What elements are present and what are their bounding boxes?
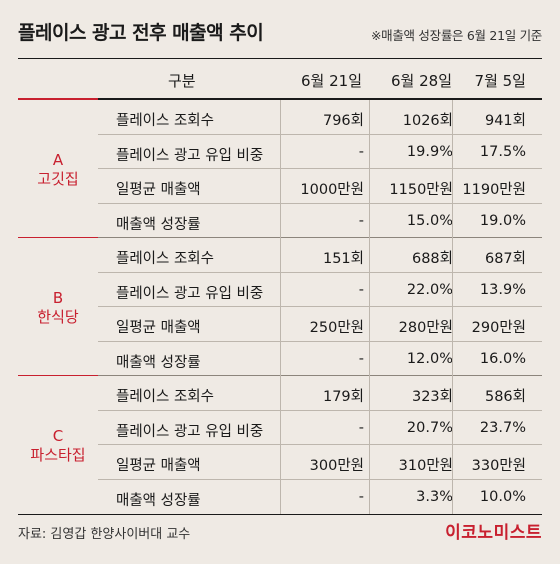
cell-value: - xyxy=(358,212,364,229)
cell-value: 3.3% xyxy=(416,488,453,505)
cell-value: 250만원 xyxy=(309,320,364,336)
table-row: 플레이스 조회수 179회 323회 586회 xyxy=(98,376,542,411)
header-date-1: 6월 21일 xyxy=(301,72,362,90)
group-name: 파스타집 xyxy=(30,446,86,464)
group-block-divider xyxy=(98,237,542,238)
table-row: 플레이스 광고 유입 비중 - 22.0% 13.9% xyxy=(98,273,542,307)
group-code: A xyxy=(52,151,64,169)
header-date-2: 6월 28일 xyxy=(391,72,452,90)
cell-value: 280만원 xyxy=(398,320,453,336)
table-row: 매출액 성장률 - 3.3% 10.0% xyxy=(98,480,542,515)
basis-note: ※매출액 성장률은 6월 21일 기준 xyxy=(370,28,542,43)
cell-value: 22.0% xyxy=(406,281,453,298)
column-separator xyxy=(452,100,453,514)
cell-value: - xyxy=(358,488,364,505)
cell-value: 1190만원 xyxy=(462,182,526,198)
group-block-divider xyxy=(98,375,542,376)
cell-value: 941회 xyxy=(484,113,526,129)
cell-value: 20.7% xyxy=(406,419,453,436)
header-divider xyxy=(98,98,542,100)
group-name: 고깃집 xyxy=(37,170,79,188)
bottom-divider xyxy=(18,514,542,515)
table-row: 플레이스 광고 유입 비중 - 19.9% 17.5% xyxy=(98,135,542,169)
table-row: 플레이스 광고 유입 비중 - 20.7% 23.7% xyxy=(98,411,542,445)
source-note: 자료: 김영갑 한양사이버대 교수 xyxy=(18,527,191,542)
metric-label: 플레이스 조회수 xyxy=(116,251,214,267)
metric-label: 일평균 매출액 xyxy=(116,320,201,336)
cell-value: 1150만원 xyxy=(389,182,453,198)
metric-label: 매출액 성장률 xyxy=(116,354,201,371)
group-header-divider xyxy=(18,98,98,100)
cell-value: - xyxy=(358,350,364,367)
group-b-label: B 한식당 xyxy=(18,289,98,327)
cell-value: - xyxy=(358,143,364,160)
cell-value: 19.9% xyxy=(406,143,453,160)
column-separator xyxy=(280,100,281,514)
table-row: 플레이스 조회수 796회 1026회 941회 xyxy=(98,100,542,135)
cell-value: 10.0% xyxy=(479,488,526,505)
cell-value: 179회 xyxy=(322,389,364,405)
cell-value: 688회 xyxy=(411,251,453,267)
cell-value: 310만원 xyxy=(398,458,453,474)
group-a-label: A 고깃집 xyxy=(18,151,98,189)
group-code: B xyxy=(52,289,64,307)
cell-value: 323회 xyxy=(411,389,453,405)
title-divider xyxy=(18,58,542,59)
cell-value: 17.5% xyxy=(479,143,526,160)
metric-label: 일평균 매출액 xyxy=(116,458,201,474)
metric-label: 플레이스 광고 유입 비중 xyxy=(116,423,264,440)
header-category: 구분 xyxy=(168,72,196,90)
metric-label: 일평균 매출액 xyxy=(116,182,201,198)
metric-label: 플레이스 조회수 xyxy=(116,113,214,129)
cell-value: - xyxy=(358,281,364,298)
group-c-label: C 파스타집 xyxy=(18,427,98,465)
metric-label: 플레이스 조회수 xyxy=(116,389,214,405)
group-code: C xyxy=(52,427,64,445)
table-row: 플레이스 조회수 151회 688회 687회 xyxy=(98,238,542,273)
group-divider xyxy=(18,375,98,376)
metric-label: 플레이스 광고 유입 비중 xyxy=(116,147,264,164)
cell-value: 15.0% xyxy=(406,212,453,229)
cell-value: 13.9% xyxy=(479,281,526,298)
metric-label: 플레이스 광고 유입 비중 xyxy=(116,285,264,302)
cell-value: 796회 xyxy=(322,113,364,129)
cell-value: 12.0% xyxy=(406,350,453,367)
table-header: 구분 6월 21일 6월 28일 7월 5일 xyxy=(98,62,542,98)
cell-value: 290만원 xyxy=(471,320,526,336)
group-divider xyxy=(18,237,98,238)
table-row: 일평균 매출액 1000만원 1150만원 1190만원 xyxy=(98,169,542,204)
table-row: 매출액 성장률 - 12.0% 16.0% xyxy=(98,342,542,377)
page-title: 플레이스 광고 전후 매출액 추이 xyxy=(18,22,264,44)
cell-value: 586회 xyxy=(484,389,526,405)
cell-value: 151회 xyxy=(322,251,364,267)
table-row: 매출액 성장률 - 15.0% 19.0% xyxy=(98,204,542,239)
group-name: 한식당 xyxy=(37,308,79,326)
cell-value: 1026회 xyxy=(402,113,453,129)
table-row: 일평균 매출액 250만원 280만원 290만원 xyxy=(98,307,542,342)
column-separator xyxy=(369,100,370,514)
cell-value: 330만원 xyxy=(471,458,526,474)
cell-value: - xyxy=(358,419,364,436)
cell-value: 300만원 xyxy=(309,458,364,474)
cell-value: 1000만원 xyxy=(300,182,364,198)
cell-value: 19.0% xyxy=(479,212,526,229)
metric-label: 매출액 성장률 xyxy=(116,216,201,233)
header-date-3: 7월 5일 xyxy=(474,72,526,90)
cell-value: 687회 xyxy=(484,251,526,267)
table-row: 일평균 매출액 300만원 310만원 330만원 xyxy=(98,445,542,480)
brand-logo: 이코노미스트 xyxy=(445,523,542,543)
cell-value: 23.7% xyxy=(479,419,526,436)
cell-value: 16.0% xyxy=(479,350,526,367)
metric-label: 매출액 성장률 xyxy=(116,492,201,509)
